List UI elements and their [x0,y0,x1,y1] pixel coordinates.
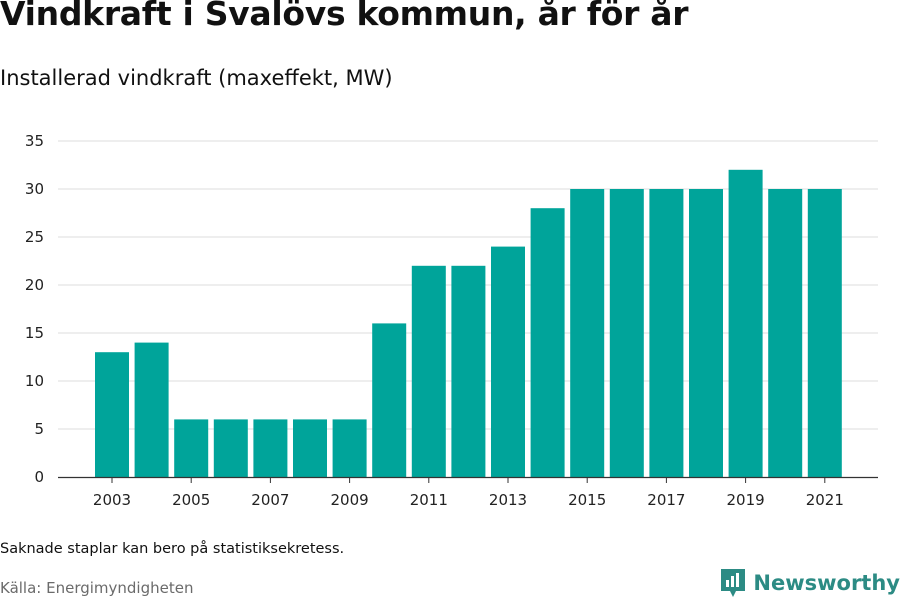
x-tick-label: 2021 [806,491,844,509]
x-tick-label: 2013 [489,491,527,509]
y-tick-label: 20 [25,276,44,294]
bar [293,419,327,477]
x-tick-label: 2003 [93,491,131,509]
x-tick-label: 2011 [410,491,448,509]
chart-title: Vindkraft i Svalövs kommun, år för år [0,0,689,33]
bar [530,208,565,477]
bar [609,189,644,477]
y-tick-label: 5 [34,420,44,438]
bar [213,419,248,477]
x-tick-label: 2019 [727,491,765,509]
bar [728,169,763,478]
y-tick-label: 35 [25,132,44,150]
bar-chart: 0 5 10 15 20 25 30 35 2003 2005 2007 2009 2011 2013 20… [25,132,878,509]
y-tick-label: 30 [25,180,44,198]
x-tick-label: 2005 [172,491,210,509]
bar [768,189,803,477]
y-tick-label: 0 [34,468,44,486]
footnote: Saknade staplar kan bero på statistiksek… [0,541,345,557]
bar [491,246,525,477]
bar [95,352,129,477]
bar [649,189,684,477]
bar [689,189,723,477]
bar [174,419,209,477]
brand-logo[interactable]: Newsworthy [719,567,900,599]
x-tick-label: 2007 [251,491,289,509]
source-text: Källa: Energimyndigheten [0,579,194,597]
y-tick-label: 25 [25,228,44,246]
bar [451,265,486,477]
bar [411,265,446,477]
x-tick-label: 2017 [647,491,685,509]
bar [372,323,407,477]
bar [134,342,169,477]
bar [332,419,367,477]
y-tick-label: 15 [25,324,44,342]
bar [253,419,288,477]
bar [807,189,842,477]
x-tick-label: 2015 [568,491,606,509]
chart-subtitle: Installerad vindkraft (maxeffekt, MW) [0,66,393,90]
brand-name: Newsworthy [753,571,900,595]
y-tick-label: 10 [25,372,44,390]
x-tick-label: 2009 [331,491,369,509]
bar [570,189,605,477]
newsworthy-logo-icon [721,569,746,597]
